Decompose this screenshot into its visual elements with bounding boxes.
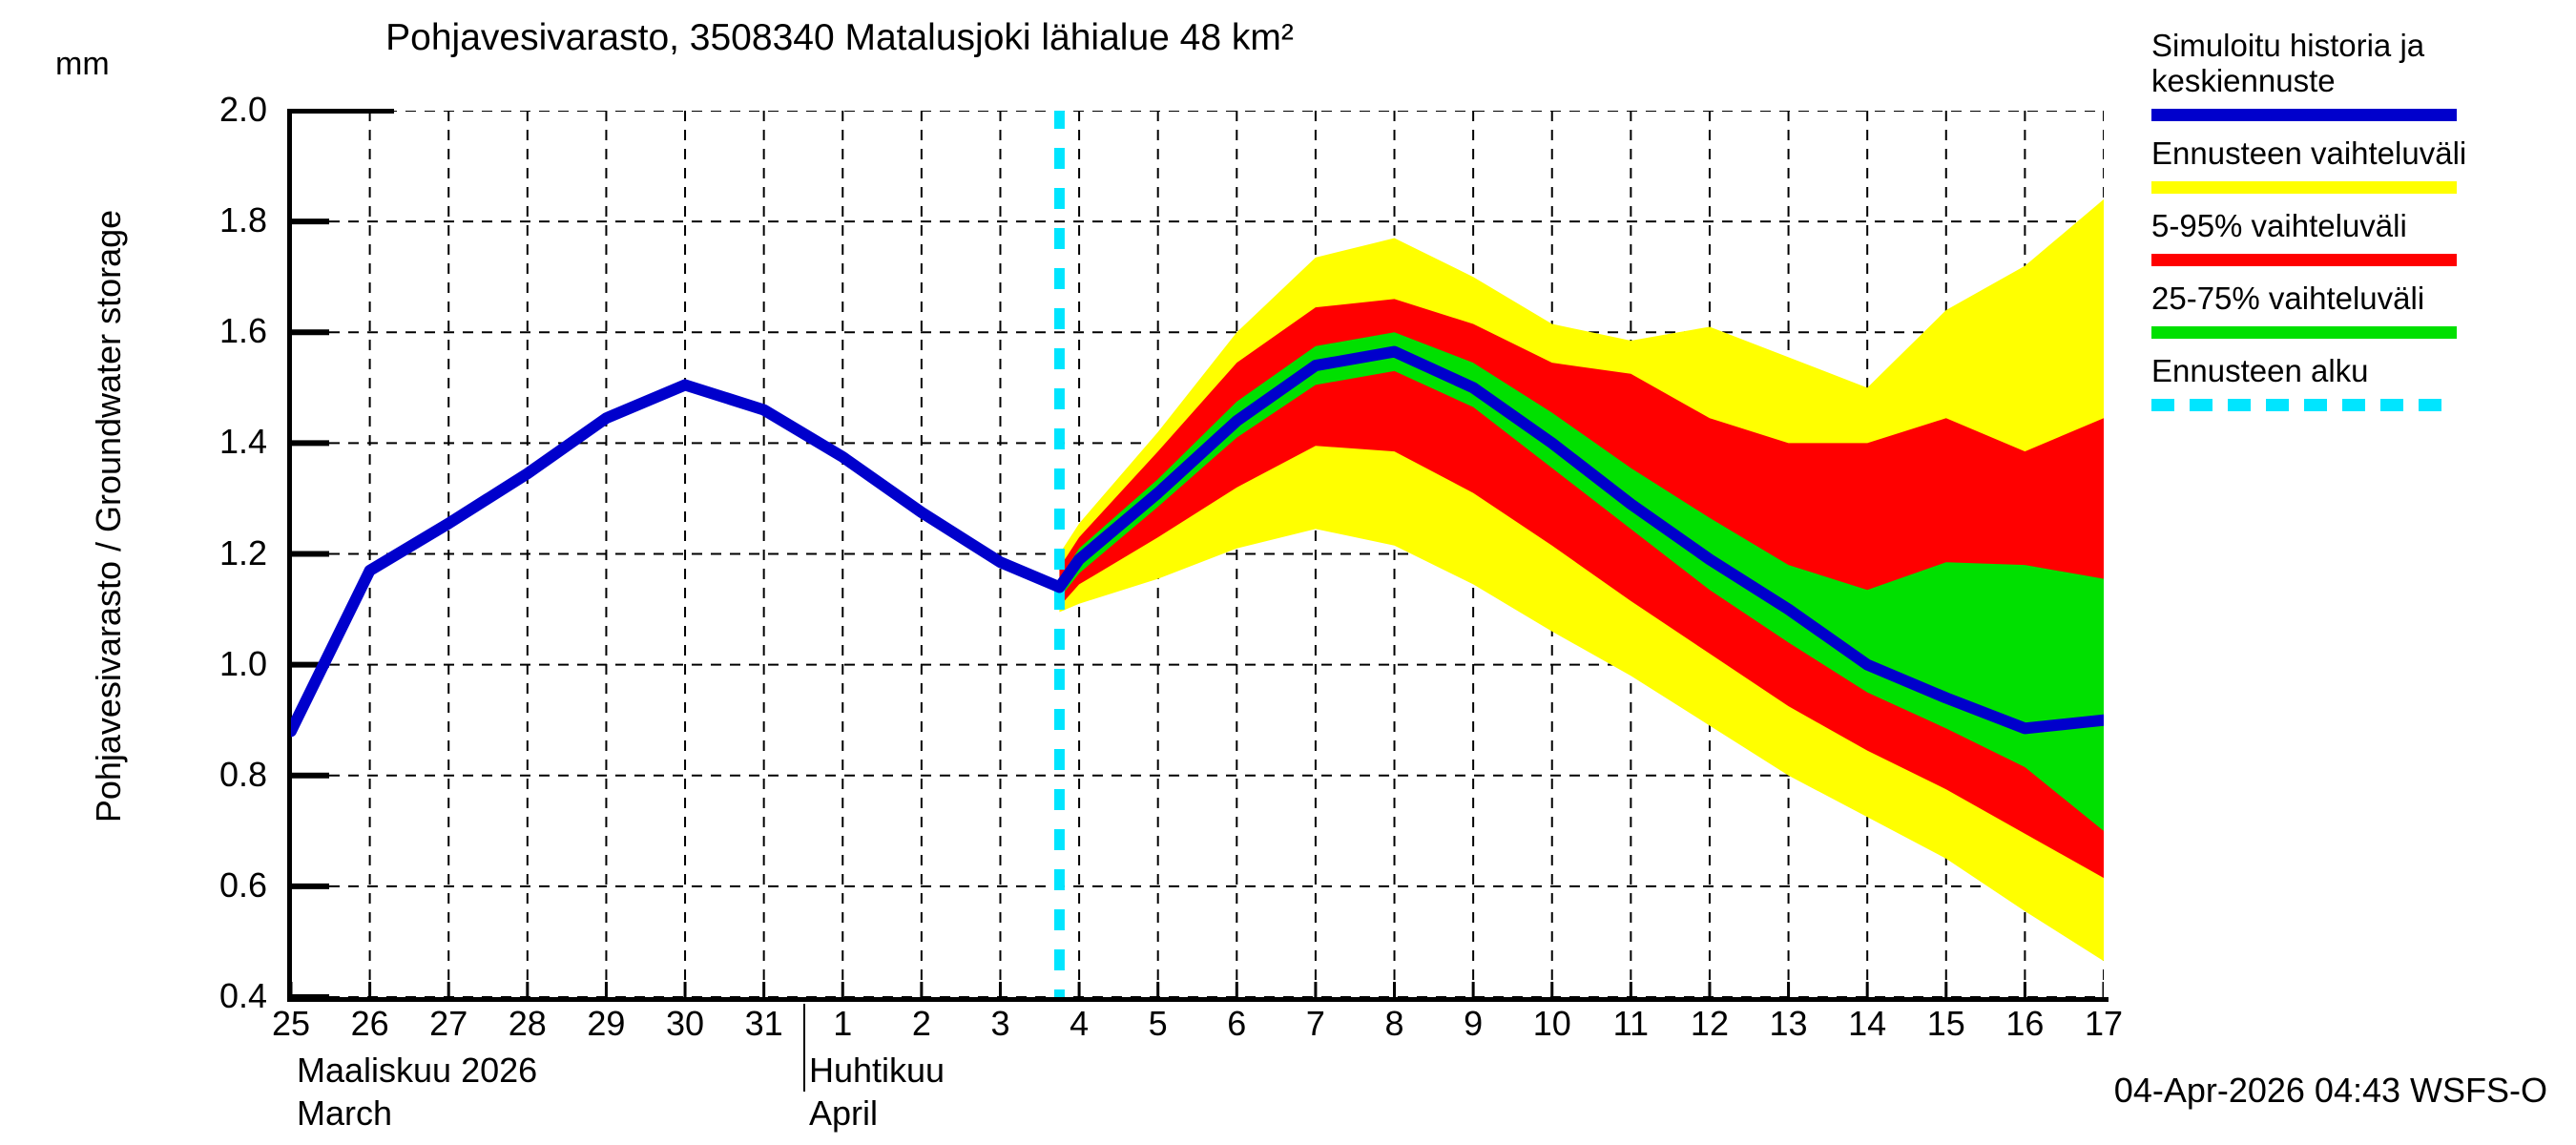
x-axis-tick-label: 26	[350, 1004, 389, 1043]
month-label: Huhtikuu April	[809, 1050, 945, 1135]
legend-label: 25-75% vaihteluväli	[2151, 281, 2571, 317]
legend-entry-forecast-start[interactable]: Ennusteen alku	[2151, 352, 2571, 411]
legend-label: Ennusteen alku	[2151, 352, 2571, 389]
legend-label: Simuloitu historia ja keskiennuste	[2151, 28, 2571, 99]
y-axis-tick-label: 2.0	[218, 90, 267, 129]
x-axis-tick-label: 1	[833, 1004, 853, 1043]
legend-swatch-p25-p75-range	[2151, 325, 2457, 339]
x-axis-tick-label: 13	[1769, 1004, 1808, 1043]
band-5-95-vaihteluv-li	[1059, 299, 2104, 879]
y-axis-line	[287, 111, 292, 999]
y-axis-ticks	[291, 111, 2104, 997]
y-axis-tick-label: 1.8	[218, 200, 267, 240]
legend-entry-forecast-range[interactable]: Ennusteen vaihteluväli	[2151, 135, 2571, 194]
x-axis-tick-label: 30	[666, 1004, 705, 1043]
x-axis-tick-labels: 25 26 27 28 29 30 31 1 2 3 4 5 6 7 8 9 10 11 12 13 14 15 16 17	[272, 1004, 2151, 1061]
y-axis-tick-label: 0.4	[218, 976, 267, 1015]
month-label-en: April	[808, 1093, 878, 1133]
x-axis-tick-label: 9	[1464, 1004, 1484, 1043]
page-title: Pohjavesivarasto, 3508340 Matalusjoki lä…	[385, 17, 1294, 58]
x-axis-tick-label: 15	[1926, 1004, 1965, 1043]
month-label-en: March	[297, 1093, 393, 1133]
x-axis-tick-label: 2	[911, 1004, 931, 1043]
legend-label-line: Ennusteen alku	[2151, 352, 2369, 388]
band-25-75-vaihteluv-li	[1059, 332, 2104, 831]
legend-label: 5-95% vaihteluväli	[2151, 207, 2571, 244]
x-axis-tick-label: 25	[271, 1004, 311, 1043]
plot-area	[287, 109, 2109, 1002]
y-axis-tick-label: 1.2	[218, 532, 267, 572]
x-axis-tick-label: 10	[1532, 1004, 1571, 1043]
x-axis-tick-label: 16	[2005, 1004, 2045, 1043]
legend-swatch-simulated-history-mean-forecast	[2151, 108, 2457, 121]
month-separator	[802, 1004, 805, 1092]
simulated-history-line	[291, 379, 1066, 738]
forecast-bands	[1059, 198, 2104, 962]
footer-timestamp: 04-Apr-2026 04:43 WSFS-O	[2113, 1071, 2547, 1110]
x-axis-tick-label: 6	[1227, 1004, 1247, 1043]
x-axis-tick-label: 7	[1305, 1004, 1325, 1043]
month-label-fi: Huhtikuu	[808, 1051, 945, 1090]
legend: Simuloitu historia ja keskiennuste Ennuste…	[2151, 28, 2571, 427]
legend-label-line: 5-95% vaihteluväli	[2151, 207, 2407, 243]
legend-entry-p5-p95-range[interactable]: 5-95% vaihteluväli	[2151, 207, 2571, 266]
legend-swatch-p5-p95-range	[2151, 253, 2457, 266]
x-axis-tick-label: 3	[990, 1004, 1010, 1043]
x-axis-line	[287, 997, 2109, 1002]
x-axis-tick-label: 29	[587, 1004, 626, 1043]
x-axis-tick-label: 27	[429, 1004, 468, 1043]
median-forecast-line	[1053, 345, 2104, 735]
legend-swatch-forecast-start	[2151, 398, 2457, 411]
x-axis-tick-label: 11	[1612, 1004, 1650, 1043]
forecast-chart-svg	[291, 111, 2104, 997]
y-axis-tick-label: 1.0	[218, 643, 267, 683]
x-axis-tick-label: 31	[744, 1004, 783, 1043]
y-axis-tick-label: 0.6	[218, 864, 267, 905]
y-axis-tick-label: 1.4	[218, 422, 267, 462]
x-axis-tick-label: 17	[2084, 1004, 2124, 1043]
y-axis-tick-label: 0.8	[218, 754, 267, 794]
legend-label-line: keskiennuste	[2151, 62, 2336, 98]
legend-label-line: Simuloitu historia ja	[2151, 28, 2425, 63]
x-axis-tick-label: 12	[1690, 1004, 1729, 1043]
month-label-fi: Maaliskuu 2026	[297, 1051, 538, 1090]
legend-label-line: Ennusteen vaihteluväli	[2151, 135, 2467, 171]
plot-top-edge	[287, 109, 394, 114]
y-axis-unit: mm	[55, 46, 110, 82]
y-axis-tick-labels: 0.4 0.6 0.8 1.0 1.2 1.4 1.6 1.8 2.0	[153, 0, 267, 1145]
x-axis-tick-label: 8	[1384, 1004, 1404, 1043]
legend-swatch-forecast-range	[2151, 180, 2457, 194]
x-axis-tick-label: 5	[1148, 1004, 1168, 1043]
legend-entry-simulated-history-mean-forecast[interactable]: Simuloitu historia ja keskiennuste	[2151, 28, 2571, 121]
y-axis-tick-label: 1.6	[218, 311, 267, 351]
x-axis-tick-label: 14	[1848, 1004, 1887, 1043]
y-axis-title: Pohjavesivarasto / Groundwater storage	[89, 209, 128, 823]
x-axis-tick-label: 28	[508, 1004, 547, 1043]
legend-entry-p25-p75-range[interactable]: 25-75% vaihteluväli	[2151, 281, 2571, 339]
month-label: Maaliskuu 2026 March	[297, 1050, 537, 1135]
x-axis-tick-label: 4	[1070, 1004, 1090, 1043]
legend-label: Ennusteen vaihteluväli	[2151, 135, 2571, 172]
legend-label-line: 25-75% vaihteluväli	[2151, 280, 2425, 316]
